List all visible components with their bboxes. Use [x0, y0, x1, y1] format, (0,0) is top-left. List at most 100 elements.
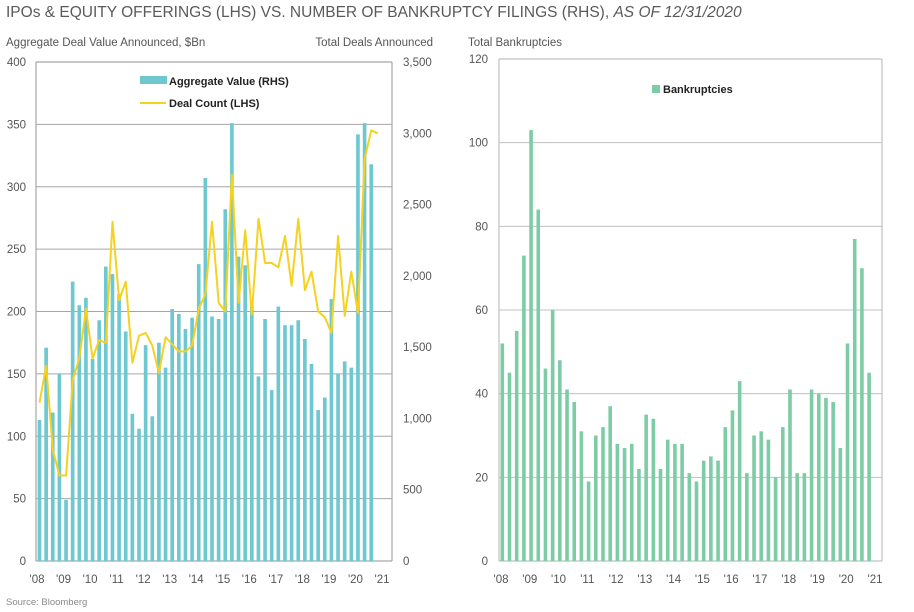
aggregate-value-bar	[50, 412, 55, 561]
aggregate-value-bar	[329, 299, 334, 561]
aggregate-value-bar	[230, 123, 234, 561]
bankruptcy-bar	[824, 397, 828, 561]
bankruptcy-bar	[522, 255, 526, 561]
bankruptcy-bar	[759, 431, 764, 561]
bankruptcy-bar	[709, 456, 713, 561]
x-tick: '15	[695, 574, 710, 586]
x-tick: '09	[522, 574, 537, 586]
aggregate-value-bar	[203, 178, 208, 561]
y-tick-right: 1,500	[403, 342, 432, 354]
x-tick: '14	[189, 574, 205, 586]
y-tick: 60	[475, 305, 488, 317]
bankruptcy-bar	[773, 477, 778, 561]
aggregate-value-bar	[283, 325, 287, 561]
x-tick: '15	[215, 574, 230, 586]
bankruptcy-bar	[795, 473, 799, 561]
bankruptcy-bar	[701, 460, 706, 561]
y-tick: 80	[475, 221, 488, 233]
bankruptcy-bar	[745, 473, 749, 561]
x-tick: '13	[162, 574, 177, 586]
bankruptcy-bar	[536, 209, 541, 561]
aggregate-value-bar	[349, 367, 354, 561]
aggregate-value-bar	[356, 134, 360, 562]
aggregate-value-bar	[176, 313, 181, 561]
aggregate-value-bar	[170, 309, 175, 561]
y-tick: 0	[482, 556, 488, 568]
y-tick-left: 0	[20, 556, 26, 568]
aggregate-value-bar	[70, 281, 75, 561]
bankruptcy-bar	[766, 439, 771, 561]
aggregate-value-bar	[263, 318, 267, 561]
aggregate-value-bar	[369, 164, 374, 562]
bankruptcy-bar	[680, 443, 684, 561]
y-axis-right-label: Total Deals Announced	[315, 37, 433, 49]
x-tick: '10	[83, 574, 98, 586]
y-tick-right: 1,000	[403, 413, 432, 425]
aggregate-value-bar	[150, 416, 155, 561]
bankruptcy-bar	[802, 473, 807, 561]
bankruptcy-bar	[860, 268, 864, 561]
aggregate-value-bar	[236, 256, 241, 561]
aggregate-value-bar	[210, 316, 214, 561]
aggregate-value-bar	[117, 294, 121, 561]
bankruptcy-bar	[615, 443, 620, 561]
x-tick: '09	[56, 574, 71, 586]
aggregate-value-bar	[296, 320, 301, 561]
bankruptcy-bar	[831, 402, 835, 561]
bankruptcy-bar	[788, 389, 792, 561]
y-tick-right: 2,000	[403, 271, 432, 283]
bankruptcy-bar	[673, 443, 677, 561]
aggregate-value-bar	[256, 376, 261, 561]
y-tick-right: 2,500	[403, 200, 432, 212]
bankruptcy-bar	[867, 372, 871, 561]
bankruptcy-bar	[558, 360, 562, 561]
aggregate-value-bar	[163, 367, 168, 561]
aggregate-value-bar	[84, 297, 88, 561]
bankruptcy-bar	[687, 473, 692, 561]
x-tick: '17	[752, 574, 767, 586]
x-tick: '18	[781, 574, 796, 586]
aggregate-value-bar	[196, 264, 201, 561]
aggregate-value-bar	[216, 318, 221, 561]
aggregate-value-bar	[322, 397, 327, 561]
bankruptcy-bar	[809, 389, 814, 561]
bankruptcy-bar	[737, 381, 742, 561]
bankruptcy-bar	[601, 427, 605, 561]
y-tick-left: 250	[7, 244, 26, 256]
aggregate-value-bar	[157, 342, 161, 561]
legend-label-bankruptcies: Bankruptcies	[663, 84, 733, 96]
bankruptcy-bar	[845, 343, 850, 561]
aggregate-value-bar	[77, 305, 82, 561]
x-tick: '16	[724, 574, 739, 586]
chart-title: IPOs & EQUITY OFFERINGS (LHS) VS. NUMBER…	[6, 4, 742, 22]
bankruptcy-bar	[838, 448, 843, 561]
aggregate-value-bar	[57, 373, 62, 561]
bankruptcy-bar	[514, 330, 519, 561]
x-tick: '17	[268, 574, 283, 586]
bankruptcy-bar	[594, 435, 598, 561]
x-tick: '20	[348, 574, 363, 586]
x-tick: '18	[295, 574, 310, 586]
aggregate-value-bar	[362, 123, 367, 561]
aggregate-value-bar	[64, 499, 68, 561]
x-tick: '20	[839, 574, 854, 586]
bankruptcy-bar	[816, 393, 821, 561]
y-tick-left: 150	[7, 369, 26, 381]
x-tick: '12	[136, 574, 151, 586]
bankruptcy-bar	[752, 435, 756, 561]
x-tick: '10	[551, 574, 566, 586]
aggregate-value-bar	[316, 410, 320, 561]
y-tick-left: 50	[13, 494, 26, 506]
aggregate-value-bar	[303, 338, 307, 561]
aggregate-value-bar	[190, 317, 194, 561]
aggregate-value-bar	[243, 265, 247, 561]
y-tick-left: 400	[7, 57, 26, 69]
y-tick-right: 0	[403, 556, 409, 568]
bankruptcy-bar	[651, 418, 656, 561]
aggregate-value-bar	[183, 328, 188, 561]
y-tick: 100	[469, 138, 488, 150]
y-tick-right: 500	[403, 485, 422, 497]
aggregate-value-bar	[342, 361, 347, 561]
bankruptcy-bar	[852, 238, 857, 561]
y-tick: 40	[475, 389, 488, 401]
